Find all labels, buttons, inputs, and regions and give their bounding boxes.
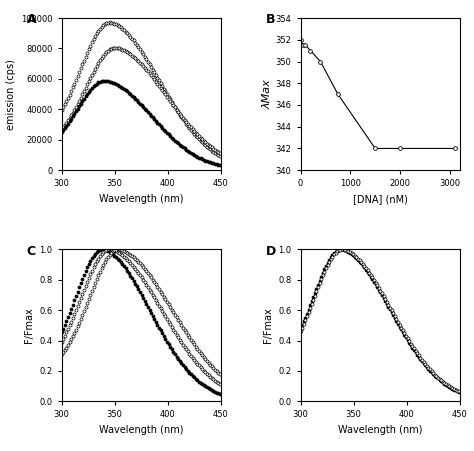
Text: C: C: [27, 245, 36, 258]
X-axis label: Wavelength (nm): Wavelength (nm): [338, 425, 422, 435]
X-axis label: Wavelength (nm): Wavelength (nm): [99, 425, 183, 435]
Text: A: A: [27, 14, 36, 27]
X-axis label: Wavelength (nm): Wavelength (nm): [99, 194, 183, 204]
Y-axis label: F/Fmax: F/Fmax: [263, 308, 273, 343]
Y-axis label: F/Fmax: F/Fmax: [24, 308, 34, 343]
Text: D: D: [265, 245, 276, 258]
Y-axis label: emission (cps): emission (cps): [6, 59, 16, 129]
X-axis label: [DNA] (nM): [DNA] (nM): [353, 194, 408, 204]
Text: B: B: [265, 14, 275, 27]
Y-axis label: λMax: λMax: [263, 79, 273, 109]
